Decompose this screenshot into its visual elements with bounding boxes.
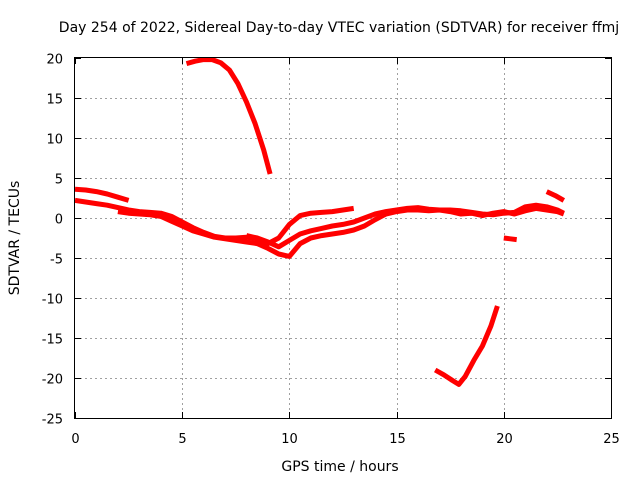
x-tick-label: 25 [603,432,620,447]
chart-title: Day 254 of 2022, Sidereal Day-to-day VTE… [59,20,619,36]
series-track-upper-left [74,186,130,203]
x-axis-label: GPS time / hours [281,459,398,475]
x-tick-label: 5 [178,432,186,447]
x-tick-label: 15 [389,432,406,447]
y-tick-label: 15 [46,93,63,108]
y-tick-labels: -25 -20 -15 -10 -5 0 5 10 15 20 [42,53,63,428]
y-tick-label: 5 [55,173,63,188]
x-tick-label: 10 [281,432,298,447]
plot-frame [74,57,612,419]
y-tick-label: -10 [42,293,63,308]
y-tick-label: -5 [50,253,63,268]
series-track-low-arc [433,305,500,387]
series-track-main-c [245,202,565,250]
series-track-high-arc [185,57,273,175]
series-track-short-dip [503,235,518,243]
x-tick-label: 0 [71,432,79,447]
y-tick-label: -25 [42,413,63,428]
series-layer [74,57,566,387]
y-tick-label: 0 [55,213,63,228]
series-track-short-right [545,189,566,203]
y-tick-label: 20 [46,53,63,68]
grid-lines [75,58,611,418]
x-tick-labels: 0 5 10 15 20 25 [71,432,619,447]
y-tick-label: -20 [42,373,63,388]
x-tick-label: 20 [496,432,513,447]
y-tick-label: 10 [46,133,63,148]
tick-marks [75,58,612,419]
y-axis-label: SDTVAR / TECUs [7,181,23,296]
y-tick-label: -15 [42,333,63,348]
